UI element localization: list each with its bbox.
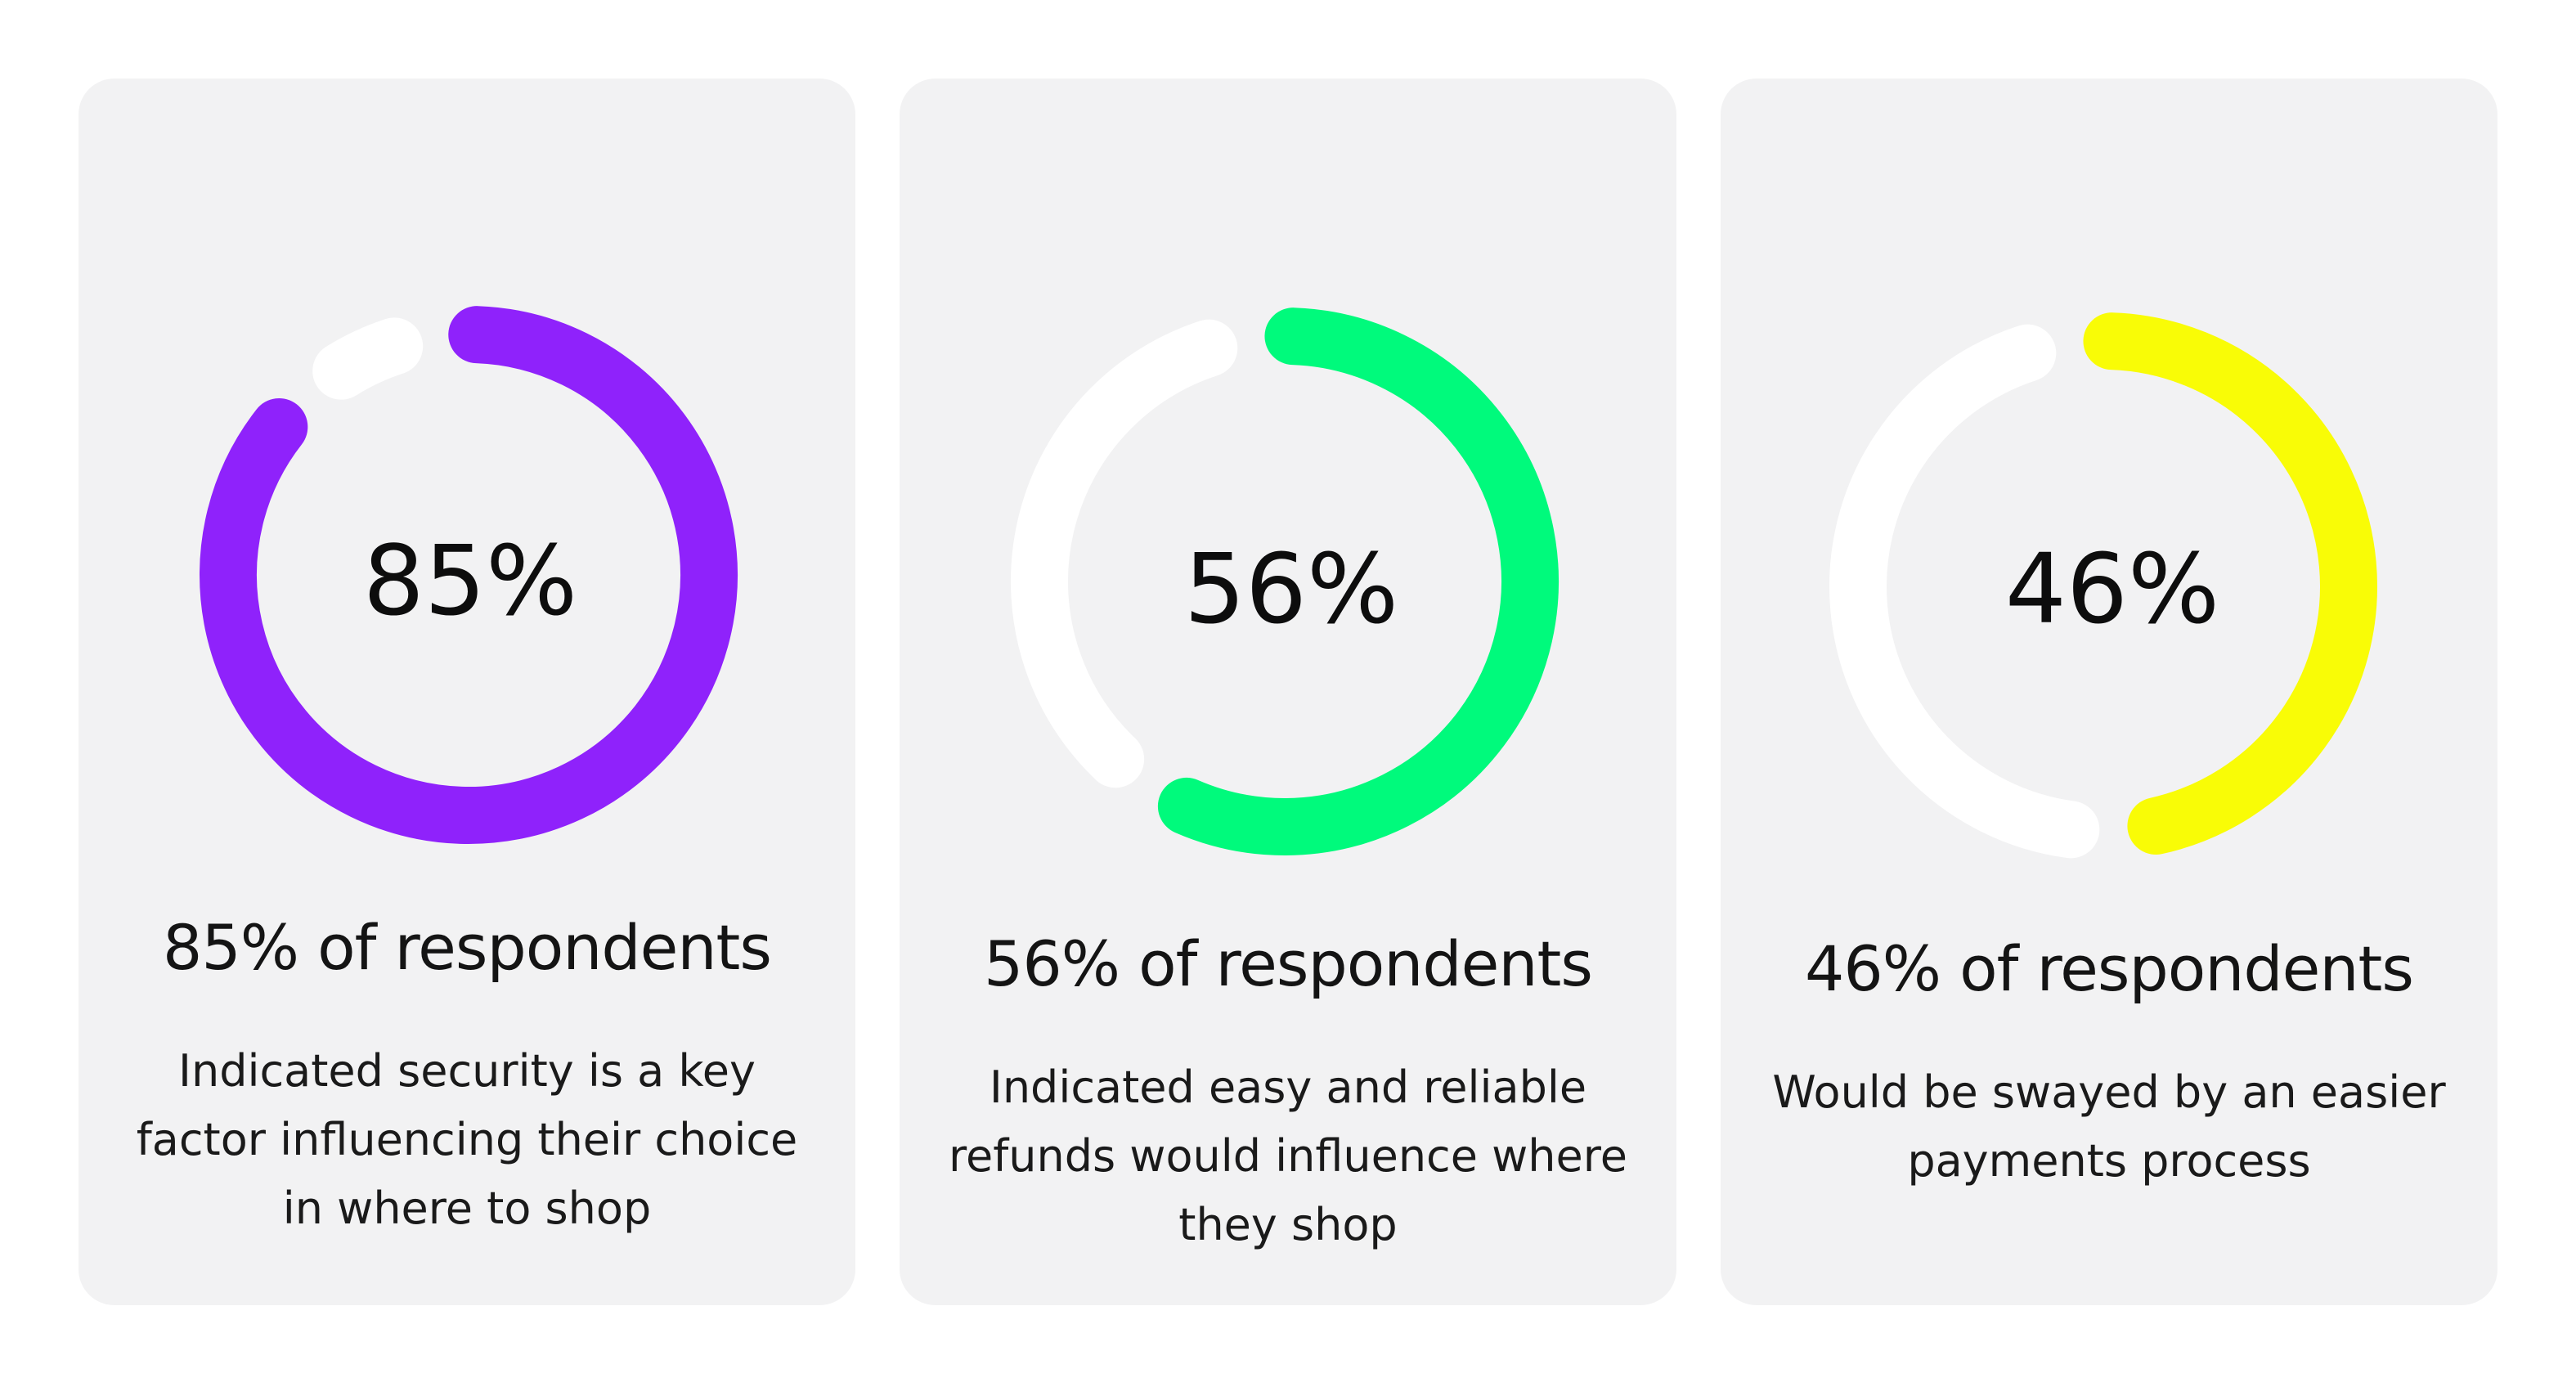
stat-card-security: 85% 85% of respondents Indicated securit…	[79, 79, 855, 1305]
donut-value-arc	[2083, 312, 2377, 855]
donut-value-label: 46%	[2005, 532, 2219, 645]
donut-remainder-arc	[1829, 324, 2100, 859]
donut-ring	[1011, 307, 1559, 855]
donut-ring	[200, 306, 738, 844]
stat-description: Indicated easy and reliable refunds woul…	[949, 1062, 1627, 1250]
stat-description: Would be swayed by an easier payments pr…	[1772, 1066, 2446, 1187]
stat-card-refunds: 56% 56% of respondents Indicated easy an…	[900, 79, 1676, 1305]
donut-chart: 56%	[1011, 307, 1559, 855]
stat-description: Indicated security is a key factor influ…	[136, 1045, 798, 1234]
donut-ring	[1829, 312, 2377, 859]
donut-value-label: 56%	[1184, 532, 1398, 645]
donut-value-label: 85%	[363, 524, 577, 637]
stat-headline: 46% of respondents	[1805, 932, 2414, 1005]
donut-chart: 85%	[200, 306, 738, 844]
stat-headline: 85% of respondents	[163, 911, 772, 984]
donut-chart: 46%	[1829, 312, 2377, 859]
donut-value-arc	[200, 306, 738, 844]
donut-remainder-arc	[1011, 319, 1238, 788]
stat-headline: 56% of respondents	[984, 927, 1593, 1000]
donut-value-arc	[1157, 307, 1559, 855]
stat-card-payments: 46% 46% of respondents Would be swayed b…	[1721, 79, 2497, 1305]
donut-remainder-arc	[312, 317, 424, 400]
